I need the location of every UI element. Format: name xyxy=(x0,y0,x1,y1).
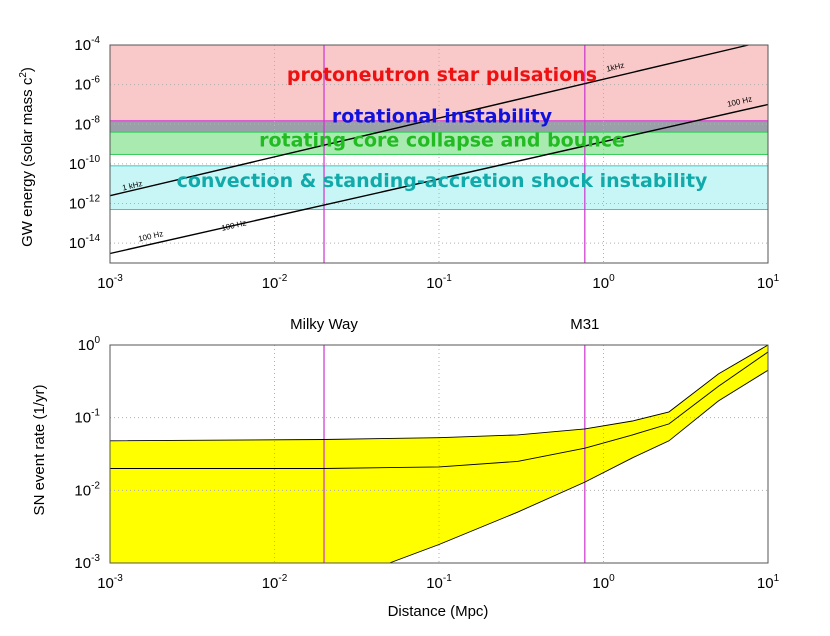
sensitivity-line xyxy=(109,44,749,197)
sensitivity-line-label: 1kHz xyxy=(605,61,625,74)
top-y-tick-label: 10-10 xyxy=(69,154,101,173)
top-distance-markers xyxy=(323,45,586,263)
bottom-x-tick-label: 101 xyxy=(757,573,780,592)
top-grid xyxy=(110,45,768,263)
top-y-tick-label: 10-12 xyxy=(69,194,101,213)
bottom-x-tick-label: 10-3 xyxy=(97,573,123,592)
band-label: convection & standing-accretion shock in… xyxy=(177,170,708,192)
bottom-grid xyxy=(110,345,768,563)
top-x-tick-label: 100 xyxy=(592,273,615,292)
sn-rate-lower-curve xyxy=(389,369,769,564)
band-label: protoneutron star pulsations xyxy=(287,64,597,86)
distance-marker-label: Milky Way xyxy=(290,316,358,333)
top-x-tick-label: 10-3 xyxy=(97,273,123,292)
top-x-tick-labels: 10-3 10-2 10-1 100 101 xyxy=(97,273,779,292)
bottom-plot-frame xyxy=(109,344,769,564)
band-label: rotating core collapse and bounce xyxy=(259,130,625,152)
top-y-tick-label: 10-14 xyxy=(69,233,101,252)
top-y-tick-labels: 10-14 10-12 10-10 10-8 10-6 10-4 xyxy=(69,35,101,252)
top-y-tick-label: 10-4 xyxy=(74,35,100,54)
top-y-axis-label: GW energy (solar mass c2) xyxy=(18,67,36,247)
bottom-y-tick-labels: 10-3 10-2 10-1 100 xyxy=(74,335,100,572)
top-x-tick-label: 10-2 xyxy=(262,273,288,292)
distance-marker-labels: Milky Way M31 xyxy=(290,316,599,333)
top-y-tick-label: 10-8 xyxy=(74,114,100,133)
sn-rate-upper-curve xyxy=(109,344,769,442)
band-labels: protoneutron star pulsations rotational i… xyxy=(177,64,708,192)
bottom-y-axis-label: SN event rate (1/yr) xyxy=(31,385,48,516)
distance-marker-label: M31 xyxy=(570,316,599,333)
sn-rate-median-curve xyxy=(110,351,769,469)
bottom-y-tick-label: 10-1 xyxy=(74,408,100,427)
top-x-tick-label: 101 xyxy=(757,273,780,292)
bottom-x-tick-label: 100 xyxy=(592,573,615,592)
sensitivity-lines xyxy=(109,44,769,255)
top-x-tick-label: 10-1 xyxy=(426,273,452,292)
top-y-tick-label: 10-6 xyxy=(74,75,100,94)
band-label: rotational instability xyxy=(332,106,553,128)
bottom-x-tick-labels: 10-3 10-2 10-1 100 101 xyxy=(97,573,779,592)
sn-rate-panel: 10-3 10-2 10-1 100 101 10-3 10-2 10-1 100 Milky… xyxy=(31,316,780,620)
top-plot-frame xyxy=(109,44,769,264)
bottom-x-tick-label: 10-2 xyxy=(262,573,288,592)
bottom-x-tick-label: 10-1 xyxy=(426,573,452,592)
bottom-x-axis-label: Distance (Mpc) xyxy=(388,603,489,620)
bottom-distance-markers xyxy=(323,345,586,563)
sensitivity-line xyxy=(109,103,769,255)
bottom-y-tick-label: 10-3 xyxy=(74,553,100,572)
sn-rate-curves xyxy=(109,344,769,564)
bottom-y-tick-label: 10-2 xyxy=(74,480,100,499)
bottom-y-tick-label: 100 xyxy=(78,335,101,354)
